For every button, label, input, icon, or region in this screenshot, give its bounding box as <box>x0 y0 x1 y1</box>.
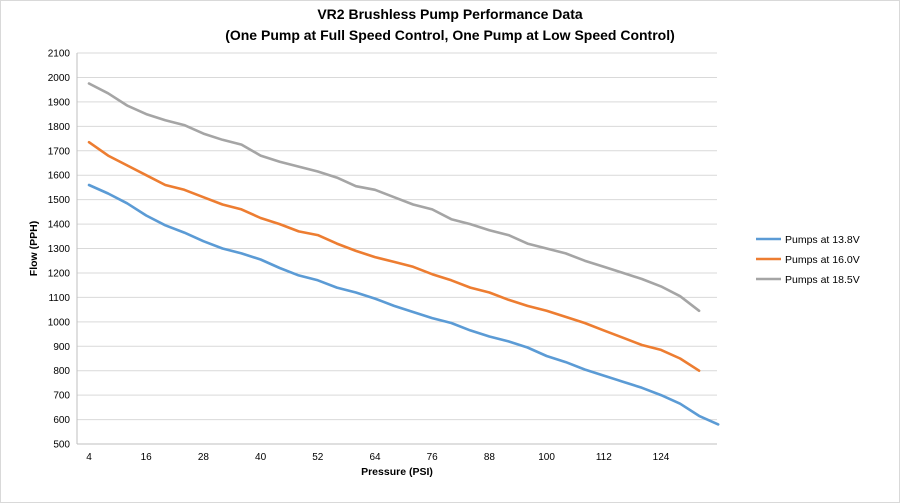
series-line-2 <box>87 140 701 372</box>
series-line-3 <box>87 82 701 313</box>
y-tick-label: 1100 <box>48 293 70 304</box>
chart-title: VR2 Brushless Pump Performance Data <box>317 6 583 22</box>
x-tick-label: 76 <box>427 452 439 463</box>
y-tick-label: 1500 <box>48 195 71 206</box>
y-tick-label: 1800 <box>48 122 71 133</box>
y-tick-label: 1200 <box>48 268 71 279</box>
series-lines <box>87 82 720 426</box>
x-axis-ticks: 4 16 28 40 52 64 76 88 100 112 124 <box>86 452 670 463</box>
legend-label: Pumps at 13.8V <box>785 234 860 246</box>
legend: Pumps at 13.8V Pumps at 16.0V Pumps at 18.… <box>756 234 860 286</box>
y-axis-label: Flow (PPH) <box>28 221 40 276</box>
x-tick-label: 40 <box>255 452 267 463</box>
y-tick-label: 700 <box>53 391 70 402</box>
x-tick-label: 112 <box>596 452 612 463</box>
x-tick-label: 64 <box>369 452 381 463</box>
y-tick-label: 800 <box>53 366 70 377</box>
chart-subtitle: (One Pump at Full Speed Control, One Pum… <box>225 27 675 43</box>
x-axis-label: Pressure (PSI) <box>361 466 433 478</box>
y-tick-label: 1000 <box>48 317 71 328</box>
gridlines <box>77 52 717 421</box>
x-tick-label: 28 <box>198 452 210 463</box>
y-tick-label: 2100 <box>48 49 71 60</box>
x-tick-label: 16 <box>141 452 153 463</box>
y-tick-label: 1600 <box>48 171 71 182</box>
x-tick-label: 88 <box>484 452 496 463</box>
y-axis-ticks: 500 600 700 800 900 1000 1100 1200 1300 1400 1500 1… <box>48 49 71 451</box>
y-tick-label: 1300 <box>48 244 71 255</box>
y-tick-label: 1400 <box>48 220 71 231</box>
y-tick-label: 1700 <box>48 146 71 157</box>
y-tick-label: 600 <box>53 415 70 426</box>
x-tick-label: 124 <box>653 452 670 463</box>
legend-label: Pumps at 18.5V <box>785 274 860 286</box>
x-tick-label: 100 <box>538 452 555 463</box>
y-tick-label: 900 <box>53 342 70 353</box>
x-tick-label: 52 <box>312 452 324 463</box>
series-line-1 <box>87 183 720 426</box>
legend-label: Pumps at 16.0V <box>785 254 860 266</box>
y-tick-label: 1900 <box>48 97 71 108</box>
y-tick-label: 500 <box>53 440 70 451</box>
y-tick-label: 2000 <box>48 73 71 84</box>
x-tick-label: 4 <box>86 452 92 463</box>
axes <box>76 53 717 445</box>
